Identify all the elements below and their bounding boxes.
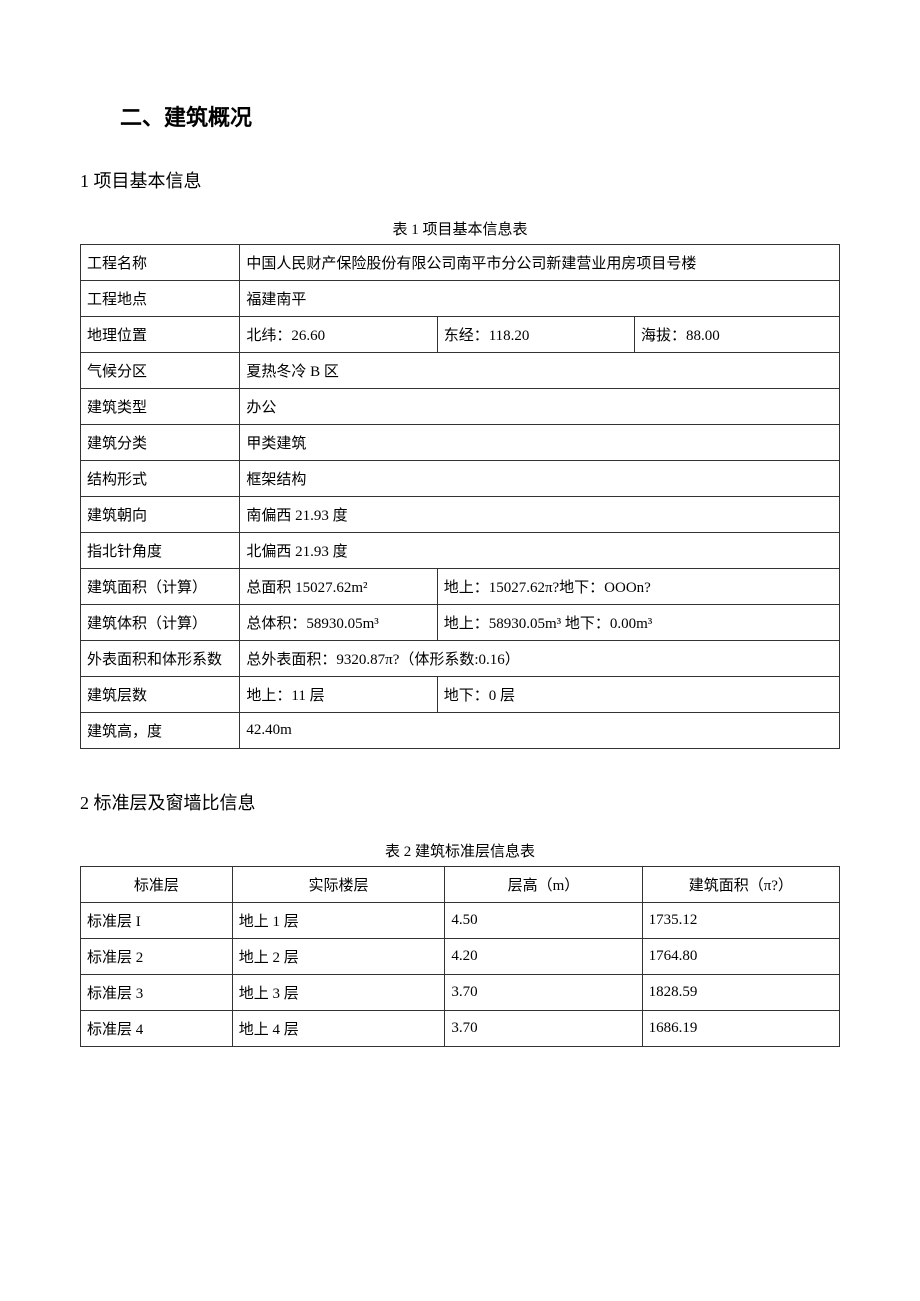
subsection-title-1: 1 项目基本信息 — [80, 167, 840, 193]
table-header-row: 标准层 实际楼层 层高（m） 建筑面积（π?） — [81, 867, 840, 903]
table-row: 结构形式 框架结构 — [81, 461, 840, 497]
cell-label: 建筑层数 — [81, 677, 240, 713]
table2-caption: 表 2 建筑标准层信息表 — [80, 840, 840, 861]
cell-value: 地上：15027.62π?地下：OOOn? — [437, 569, 839, 605]
cell-value: 海拔：88.00 — [635, 317, 840, 353]
cell-label: 建筑高，度 — [81, 713, 240, 749]
cell-value: 框架结构 — [240, 461, 840, 497]
cell-value: 夏热冬冷 B 区 — [240, 353, 840, 389]
cell-value: 3.70 — [445, 1011, 642, 1047]
cell-value: 1764.80 — [642, 939, 839, 975]
cell-label: 结构形式 — [81, 461, 240, 497]
table-row: 指北针角度 北偏西 21.93 度 — [81, 533, 840, 569]
table-row: 标准层 3 地上 3 层 3.70 1828.59 — [81, 975, 840, 1011]
cell-label: 工程名称 — [81, 245, 240, 281]
table-row: 地理位置 北纬：26.60 东经：118.20 海拔：88.00 — [81, 317, 840, 353]
table-row: 气候分区 夏热冬冷 B 区 — [81, 353, 840, 389]
table-row: 标准层 4 地上 4 层 3.70 1686.19 — [81, 1011, 840, 1047]
cell-value: 总外表面积：9320.87π?（体形系数:0.16） — [240, 641, 840, 677]
table-row: 标准层 I 地上 1 层 4.50 1735.12 — [81, 903, 840, 939]
cell-value: 标准层 3 — [81, 975, 233, 1011]
table-row: 标准层 2 地上 2 层 4.20 1764.80 — [81, 939, 840, 975]
cell-value: 总体积：58930.05m³ — [240, 605, 437, 641]
cell-value: 标准层 4 — [81, 1011, 233, 1047]
column-header: 层高（m） — [445, 867, 642, 903]
cell-label: 地理位置 — [81, 317, 240, 353]
cell-value: 南偏西 21.93 度 — [240, 497, 840, 533]
cell-value: 甲类建筑 — [240, 425, 840, 461]
cell-value: 办公 — [240, 389, 840, 425]
column-header: 实际楼层 — [232, 867, 445, 903]
cell-value: 4.20 — [445, 939, 642, 975]
table-row: 建筑体积（计算） 总体积：58930.05m³ 地上：58930.05m³ 地下… — [81, 605, 840, 641]
table-row: 工程地点 福建南平 — [81, 281, 840, 317]
table-row: 外表面积和体形系数 总外表面积：9320.87π?（体形系数:0.16） — [81, 641, 840, 677]
cell-value: 地上 2 层 — [232, 939, 445, 975]
cell-value: 地上：11 层 — [240, 677, 437, 713]
project-info-table: 工程名称 中国人民财产保险股份有限公司南平市分公司新建营业用房项目号楼 工程地点… — [80, 244, 840, 749]
cell-value: 地上：58930.05m³ 地下：0.00m³ — [437, 605, 839, 641]
cell-value: 1828.59 — [642, 975, 839, 1011]
table-row: 建筑高，度 42.40m — [81, 713, 840, 749]
cell-value: 地上 3 层 — [232, 975, 445, 1011]
column-header: 标准层 — [81, 867, 233, 903]
cell-label: 建筑面积（计算） — [81, 569, 240, 605]
cell-value: 中国人民财产保险股份有限公司南平市分公司新建营业用房项目号楼 — [240, 245, 840, 281]
cell-value: 4.50 — [445, 903, 642, 939]
cell-value: 地下：0 层 — [437, 677, 839, 713]
cell-label: 建筑体积（计算） — [81, 605, 240, 641]
cell-label: 建筑类型 — [81, 389, 240, 425]
table-row: 工程名称 中国人民财产保险股份有限公司南平市分公司新建营业用房项目号楼 — [81, 245, 840, 281]
table1-caption: 表 1 项目基本信息表 — [80, 218, 840, 239]
cell-value: 地上 4 层 — [232, 1011, 445, 1047]
cell-value: 北纬：26.60 — [240, 317, 437, 353]
cell-label: 外表面积和体形系数 — [81, 641, 240, 677]
cell-value: 42.40m — [240, 713, 840, 749]
cell-label: 气候分区 — [81, 353, 240, 389]
cell-value: 3.70 — [445, 975, 642, 1011]
cell-label: 指北针角度 — [81, 533, 240, 569]
cell-label: 建筑分类 — [81, 425, 240, 461]
cell-label: 工程地点 — [81, 281, 240, 317]
cell-value: 1686.19 — [642, 1011, 839, 1047]
cell-value: 北偏西 21.93 度 — [240, 533, 840, 569]
cell-value: 福建南平 — [240, 281, 840, 317]
cell-value: 地上 1 层 — [232, 903, 445, 939]
column-header: 建筑面积（π?） — [642, 867, 839, 903]
cell-value: 标准层 I — [81, 903, 233, 939]
subsection-title-2: 2 标准层及窗墙比信息 — [80, 789, 840, 815]
cell-value: 1735.12 — [642, 903, 839, 939]
cell-value: 东经：118.20 — [437, 317, 634, 353]
table-row: 建筑分类 甲类建筑 — [81, 425, 840, 461]
section-title: 二、建筑概况 — [120, 100, 840, 132]
cell-value: 总面积 15027.62m² — [240, 569, 437, 605]
table-row: 建筑层数 地上：11 层 地下：0 层 — [81, 677, 840, 713]
table-row: 建筑面积（计算） 总面积 15027.62m² 地上：15027.62π?地下：… — [81, 569, 840, 605]
cell-label: 建筑朝向 — [81, 497, 240, 533]
table-row: 建筑类型 办公 — [81, 389, 840, 425]
floor-info-table: 标准层 实际楼层 层高（m） 建筑面积（π?） 标准层 I 地上 1 层 4.5… — [80, 866, 840, 1047]
table-row: 建筑朝向 南偏西 21.93 度 — [81, 497, 840, 533]
cell-value: 标准层 2 — [81, 939, 233, 975]
